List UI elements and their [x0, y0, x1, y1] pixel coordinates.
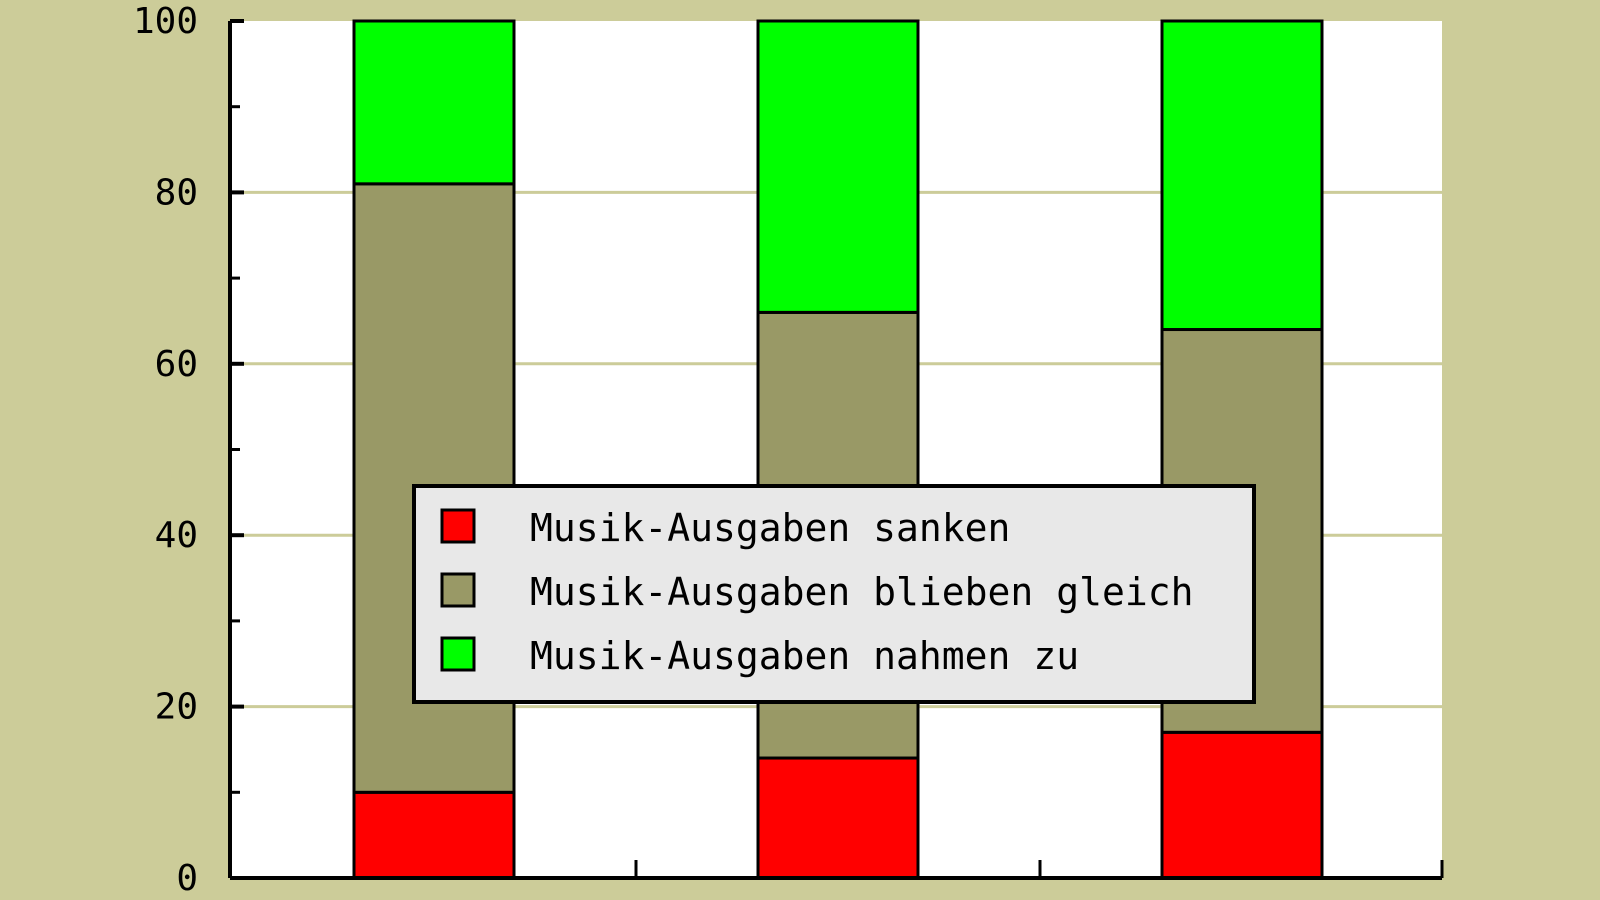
- y-tick-label: 0: [176, 858, 198, 899]
- y-tick-label: 60: [155, 344, 198, 385]
- bar-segment-sanken: [352, 790, 516, 880]
- bar-segment-sanken: [1160, 730, 1324, 880]
- bar-segment-zu: [1160, 19, 1324, 332]
- bar-segment-zu: [352, 19, 516, 186]
- legend: Musik-Ausgaben sanken Musik-Ausgaben blie…: [412, 484, 1256, 704]
- legend-label: Musik-Ausgaben sanken: [530, 506, 1010, 550]
- legend-swatch: [440, 636, 476, 672]
- y-tick-label: 80: [155, 172, 198, 213]
- bar-segment-zu: [756, 19, 920, 314]
- y-tick-label: 40: [155, 515, 198, 556]
- legend-box: [412, 484, 1256, 704]
- y-tick-label: 20: [155, 687, 198, 728]
- legend-label: Musik-Ausgaben nahmen zu: [530, 634, 1079, 678]
- legend-label: Musik-Ausgaben blieben gleich: [530, 570, 1193, 614]
- y-tick-label: 100: [133, 1, 198, 42]
- legend-swatch: [440, 572, 476, 608]
- bar-segment-sanken: [756, 756, 920, 880]
- legend-swatch: [440, 508, 476, 544]
